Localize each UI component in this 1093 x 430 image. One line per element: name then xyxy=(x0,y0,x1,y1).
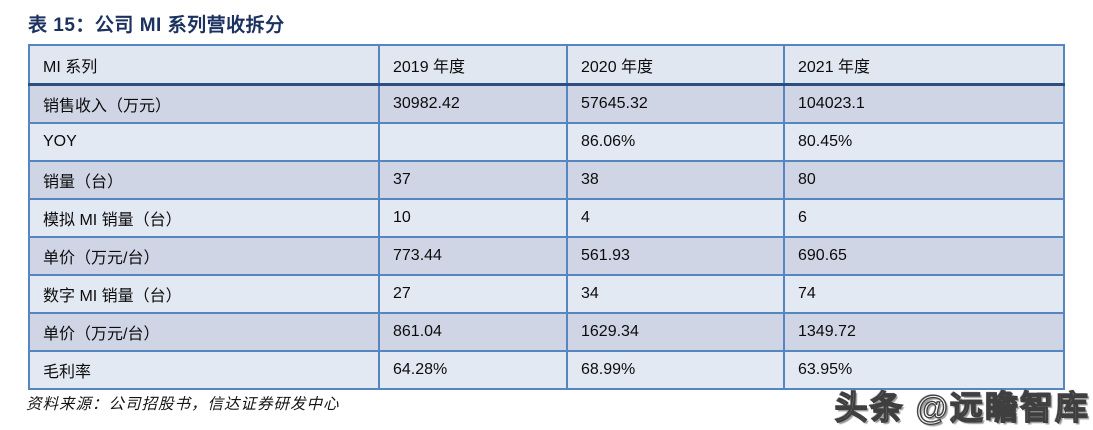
row-label-cell: 销售收入（万元） xyxy=(28,83,380,124)
column-header-2019: 2019 年度 xyxy=(378,44,568,86)
table-row: 数字 MI 销量（台） 27 34 74 xyxy=(28,274,1065,314)
value-cell-2019: 861.04 xyxy=(378,312,568,352)
value-cell-2021: 6 xyxy=(783,198,1065,238)
row-label-cell: 单价（万元/台） xyxy=(28,312,380,352)
row-label-cell: 销量（台） xyxy=(28,160,380,200)
value-cell-2019: 64.28% xyxy=(378,350,568,390)
row-label-cell: 毛利率 xyxy=(28,350,380,390)
value-cell-2021: 690.65 xyxy=(783,236,1065,276)
value-cell-2019: 30982.42 xyxy=(378,83,568,124)
value-cell-2019: 37 xyxy=(378,160,568,200)
column-header-2020: 2020 年度 xyxy=(566,44,785,86)
value-cell-2021: 80.45% xyxy=(783,122,1065,162)
value-cell-2020: 561.93 xyxy=(566,236,785,276)
table-row: 销售收入（万元） 30982.42 57645.32 104023.1 xyxy=(28,83,1065,124)
value-cell-2020: 34 xyxy=(566,274,785,314)
value-cell-2020: 68.99% xyxy=(566,350,785,390)
table-row: 单价（万元/台） 773.44 561.93 690.65 xyxy=(28,236,1065,276)
value-cell-2021: 74 xyxy=(783,274,1065,314)
source-note: 资料来源：公司招股书，信达证券研发中心 xyxy=(26,396,340,413)
watermark-text: 头条 @远瞻智库 xyxy=(834,388,1090,426)
table-row: YOY 86.06% 80.45% xyxy=(28,122,1065,162)
value-cell-2021: 80 xyxy=(783,160,1065,200)
table-body: 销售收入（万元） 30982.42 57645.32 104023.1 YOY … xyxy=(28,83,1065,390)
table-row: 单价（万元/台） 861.04 1629.34 1349.72 xyxy=(28,312,1065,352)
value-cell-2020: 38 xyxy=(566,160,785,200)
table-row: 模拟 MI 销量（台） 10 4 6 xyxy=(28,198,1065,238)
mi-series-revenue-table: MI 系列 2019 年度 2020 年度 2021 年度 销售收入（万元） 3… xyxy=(28,44,1065,390)
value-cell-2019: 773.44 xyxy=(378,236,568,276)
row-label-cell: 单价（万元/台） xyxy=(28,236,380,276)
value-cell-2020: 57645.32 xyxy=(566,83,785,124)
table-row: 销量（台） 37 38 80 xyxy=(28,160,1065,200)
column-header-series: MI 系列 xyxy=(28,44,380,86)
row-label-cell: YOY xyxy=(28,122,380,162)
value-cell-2021: 63.95% xyxy=(783,350,1065,390)
table-header-row: MI 系列 2019 年度 2020 年度 2021 年度 xyxy=(28,44,1065,86)
table-row: 毛利率 64.28% 68.99% 63.95% xyxy=(28,350,1065,390)
row-label-cell: 模拟 MI 销量（台） xyxy=(28,198,380,238)
value-cell-2020: 1629.34 xyxy=(566,312,785,352)
value-cell-2020: 86.06% xyxy=(566,122,785,162)
value-cell-2019: 10 xyxy=(378,198,568,238)
value-cell-2019 xyxy=(378,122,568,162)
value-cell-2019: 27 xyxy=(378,274,568,314)
column-header-2021: 2021 年度 xyxy=(783,44,1065,86)
row-label-cell: 数字 MI 销量（台） xyxy=(28,274,380,314)
value-cell-2021: 1349.72 xyxy=(783,312,1065,352)
table-title: 表 15：公司 MI 系列营收拆分 xyxy=(28,15,285,36)
value-cell-2021: 104023.1 xyxy=(783,83,1065,124)
value-cell-2020: 4 xyxy=(566,198,785,238)
